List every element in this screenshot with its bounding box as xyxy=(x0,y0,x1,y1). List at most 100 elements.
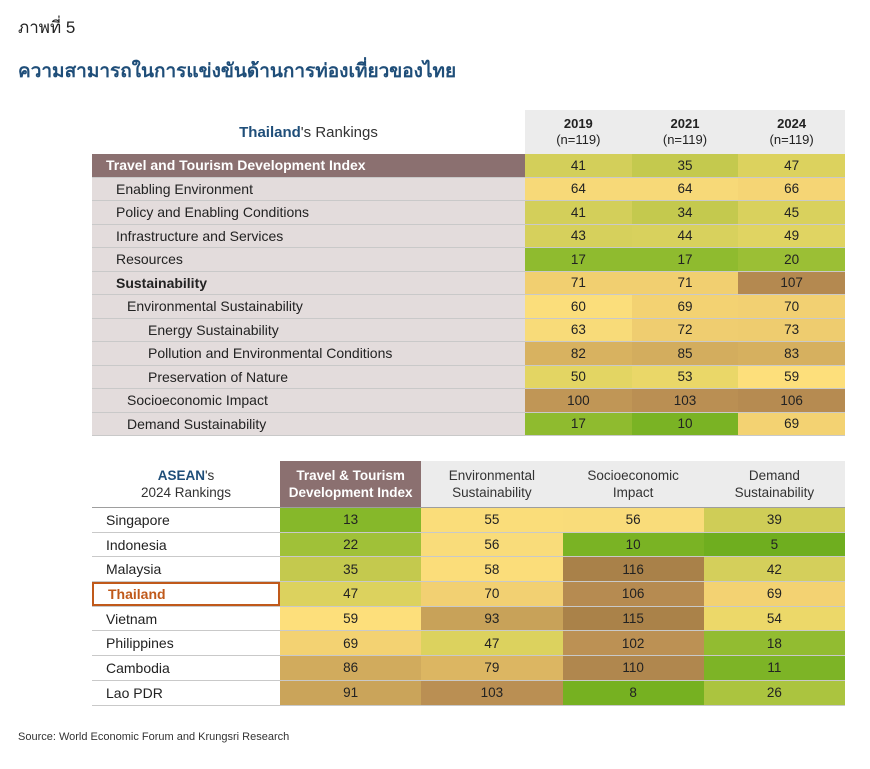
rank-cell: 70 xyxy=(421,582,563,606)
table-row: Infrastructure and Services 43 44 49 xyxy=(92,224,845,248)
rank-cell: 116 xyxy=(562,557,704,582)
figure-title: ความสามารถในการแข่งขันด้านการท่องเที่ยวข… xyxy=(18,61,457,82)
column-header-2021: 2021 (n=119) xyxy=(631,110,739,154)
row-label: Policy and Enabling Conditions xyxy=(92,201,525,224)
rank-cell: 39 xyxy=(703,508,845,532)
rank-cell: 42 xyxy=(703,557,845,582)
column-header-environmental: Environmental Sustainability xyxy=(421,461,563,507)
row-label: Infrastructure and Services xyxy=(92,224,525,247)
rank-cell: 102 xyxy=(562,631,704,656)
table-row: Preservation of Nature 50 53 59 xyxy=(92,365,845,389)
sample-size: (n=119) xyxy=(556,132,601,147)
row-label: Demand Sustainability xyxy=(92,412,525,435)
rank-cell: 72 xyxy=(631,318,739,341)
table-heading: Thailand's Rankings xyxy=(92,110,525,154)
column-header-2019: 2019 (n=119) xyxy=(525,110,632,154)
row-label: Socioeconomic Impact xyxy=(92,389,525,412)
rank-cell: 64 xyxy=(525,177,632,200)
rank-cell: 17 xyxy=(631,248,739,271)
country-label: Lao PDR xyxy=(106,684,163,701)
country-label: Indonesia xyxy=(106,536,167,553)
rank-cell: 17 xyxy=(525,248,632,271)
table-row: Enabling Environment 64 64 66 xyxy=(92,177,845,201)
table-row: Malaysia 35 58 116 42 xyxy=(92,557,845,583)
rank-cell: 100 xyxy=(525,389,632,412)
column-line2: Development Index xyxy=(288,485,413,500)
column-line2: Sustainability xyxy=(452,485,532,500)
table-body: Singapore 13 55 56 39 Indonesia 22 56 10 5 Malaysi… xyxy=(92,508,845,706)
rank-cell: 59 xyxy=(280,606,422,631)
heading-country: Thailand xyxy=(239,123,301,141)
table-row: Thailand 47 70 106 69 xyxy=(92,582,845,607)
rank-cell: 64 xyxy=(631,177,739,200)
rank-cell: 49 xyxy=(738,224,845,247)
table-row: Travel and Tourism Development Index 41 35… xyxy=(92,154,845,178)
year-label: 2019 xyxy=(563,116,593,131)
country-label: Malaysia xyxy=(106,561,162,578)
rank-cell: 53 xyxy=(631,365,739,388)
rank-cell: 44 xyxy=(631,224,739,247)
rank-cell: 35 xyxy=(280,557,422,582)
rank-cell: 17 xyxy=(525,412,632,435)
table-row: Demand Sustainability 17 10 69 xyxy=(92,412,845,436)
row-label: Preservation of Nature xyxy=(92,365,525,388)
sample-size: (n=119) xyxy=(662,132,708,147)
row-label: Energy Sustainability xyxy=(92,318,525,341)
rank-cell: 56 xyxy=(562,508,704,532)
row-label: Resources xyxy=(92,248,525,271)
rank-cell: 82 xyxy=(525,342,632,365)
rank-cell: 69 xyxy=(631,295,739,318)
column-header-socioeconomic: Socioeconomic Impact xyxy=(562,461,704,507)
rank-cell: 41 xyxy=(525,201,632,224)
table-row: Sustainability 71 71 107 xyxy=(92,271,845,295)
rank-cell: 50 xyxy=(525,365,632,388)
rank-cell: 71 xyxy=(525,271,632,294)
column-header-demand: Demand Sustainability xyxy=(703,461,845,507)
rank-cell: 85 xyxy=(631,342,739,365)
rank-cell: 69 xyxy=(703,582,845,606)
column-line1: Demand xyxy=(748,468,800,483)
heading-line2: 2024 Rankings xyxy=(140,485,232,500)
table-row: Lao PDR 91 103 8 26 xyxy=(92,680,845,706)
rank-cell: 69 xyxy=(280,631,422,656)
rank-cell: 107 xyxy=(738,271,845,294)
rank-cell: 45 xyxy=(738,201,845,224)
table-row: Singapore 13 55 56 39 xyxy=(92,508,845,533)
rank-cell: 54 xyxy=(703,606,845,631)
rank-cell: 13 xyxy=(280,508,422,532)
rank-cell: 93 xyxy=(421,606,563,631)
country-label: Thailand xyxy=(92,582,280,606)
rank-cell: 55 xyxy=(421,508,563,532)
rank-cell: 103 xyxy=(631,389,739,412)
column-line1: Environmental xyxy=(448,468,536,483)
rank-cell: 115 xyxy=(562,606,704,631)
rank-cell: 106 xyxy=(562,582,704,606)
rank-cell: 60 xyxy=(525,295,632,318)
rank-cell: 56 xyxy=(421,532,563,557)
column-header-2024: 2024 (n=119) xyxy=(738,110,845,154)
rank-cell: 83 xyxy=(738,342,845,365)
country-label: Philippines xyxy=(106,635,174,652)
rank-cell: 34 xyxy=(631,201,739,224)
rank-cell: 22 xyxy=(280,532,422,557)
rank-cell: 70 xyxy=(738,295,845,318)
table-row: Pollution and Environmental Conditions 82… xyxy=(92,342,845,366)
table-row: Energy Sustainability 63 72 73 xyxy=(92,318,845,342)
rank-cell: 26 xyxy=(703,680,845,705)
asean-rankings-table: ASEAN's 2024 Rankings Travel & Tourism De… xyxy=(92,461,845,706)
table-header: Thailand's Rankings 2019 (n=119) 2021 (n=1… xyxy=(92,110,845,154)
rank-cell: 110 xyxy=(562,656,704,680)
year-label: 2021 xyxy=(670,116,700,131)
table-header: ASEAN's 2024 Rankings Travel & Tourism De… xyxy=(92,461,845,508)
column-line1: Travel & Tourism xyxy=(296,468,405,483)
year-label: 2024 xyxy=(777,116,807,131)
table-row: Cambodia 86 79 110 11 xyxy=(92,656,845,681)
table-row: Socioeconomic Impact 100 103 106 xyxy=(92,389,845,413)
rank-cell: 18 xyxy=(703,631,845,656)
table-row: Philippines 69 47 102 18 xyxy=(92,631,845,657)
rank-cell: 59 xyxy=(738,365,845,388)
heading-region: ASEAN xyxy=(157,468,205,483)
rank-cell: 41 xyxy=(525,154,632,177)
rank-cell: 91 xyxy=(280,680,422,705)
row-label: Pollution and Environmental Conditions xyxy=(92,342,525,365)
